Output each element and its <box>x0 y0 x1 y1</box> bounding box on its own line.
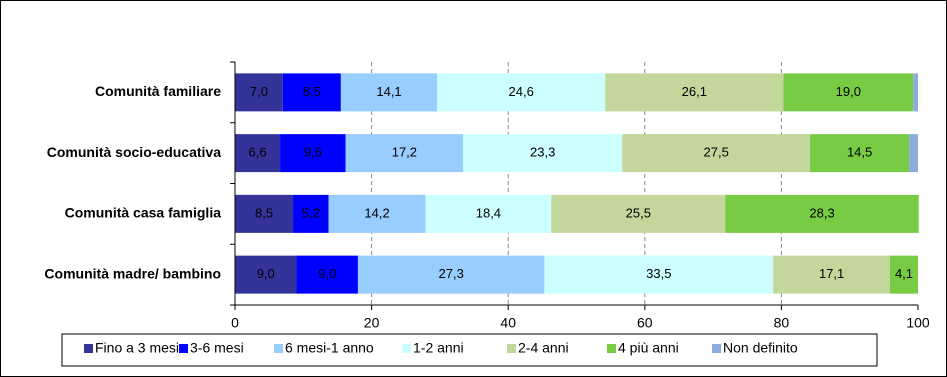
legend-swatch <box>607 344 616 353</box>
bar-segment <box>605 73 784 112</box>
value-label: 9,0 <box>257 266 275 281</box>
bar-segment <box>725 194 919 233</box>
bar-segment <box>551 194 726 233</box>
bar-segment <box>340 73 438 112</box>
value-label: 25,5 <box>626 205 651 220</box>
x-tick-label: 0 <box>231 315 239 331</box>
x-tick-label: 40 <box>500 315 516 331</box>
bar-segment <box>909 134 918 173</box>
bar-segment <box>282 73 341 112</box>
value-label: 7,0 <box>250 84 268 99</box>
legend-label: Non definito <box>723 340 798 356</box>
bar-segment <box>773 255 890 294</box>
value-label: 18,4 <box>476 205 501 220</box>
bar-segment <box>235 134 281 173</box>
value-label: 4,1 <box>895 266 913 281</box>
legend-label: Fino a 3 mesi <box>95 340 179 356</box>
legend-swatch <box>274 344 283 353</box>
bar-segment <box>437 73 606 112</box>
value-label: 24,6 <box>509 84 534 99</box>
value-label: 28,3 <box>809 205 834 220</box>
bar-segment <box>425 194 552 233</box>
legend-swatch <box>84 344 93 353</box>
value-label: 9,6 <box>304 145 322 160</box>
bar-segment <box>810 134 910 173</box>
legend-label: 1-2 anni <box>413 340 464 356</box>
bar-segment <box>280 134 346 173</box>
legend-swatch <box>179 344 188 353</box>
legend-label: 3-6 mesi <box>190 340 244 356</box>
value-label: 14,2 <box>364 205 389 220</box>
bar-segment <box>235 73 283 112</box>
bar-segment <box>783 73 914 112</box>
x-tick-label: 20 <box>364 315 380 331</box>
bar-segment <box>235 255 297 294</box>
value-label: 27,5 <box>704 145 729 160</box>
legend-label: 2-4 anni <box>518 340 569 356</box>
value-label: 8,5 <box>255 205 273 220</box>
bar-segment <box>357 255 545 294</box>
bar-segment <box>328 194 426 233</box>
category-label: Comunità madre/ bambino <box>44 265 221 281</box>
category-label: Comunità socio-educativa <box>47 144 221 160</box>
bar-segment <box>235 194 294 233</box>
value-label: 14,5 <box>847 145 872 160</box>
legend-swatch <box>402 344 411 353</box>
legend-label: 4 più anni <box>618 340 679 356</box>
value-label: 14,1 <box>376 84 401 99</box>
value-label: 33,5 <box>646 266 671 281</box>
value-label: 9,0 <box>318 266 336 281</box>
bar-segment <box>889 255 918 294</box>
legend-swatch <box>712 344 721 353</box>
x-tick-label: 100 <box>906 315 930 331</box>
x-tick-label: 60 <box>637 315 653 331</box>
bar-segment <box>293 194 329 233</box>
value-label: 8,5 <box>303 84 321 99</box>
bar-segment <box>463 134 623 173</box>
value-label: 17,1 <box>819 266 844 281</box>
x-tick-label: 80 <box>774 315 790 331</box>
legend-swatch <box>507 344 516 353</box>
value-label: 26,1 <box>682 84 707 99</box>
value-label: 5,2 <box>302 205 320 220</box>
value-label: 27,3 <box>439 266 464 281</box>
legend-label: 6 mesi-1 anno <box>285 340 374 356</box>
bar-segment <box>544 255 774 294</box>
value-label: 6,6 <box>248 145 266 160</box>
bar-segment <box>913 73 918 112</box>
bar-segment <box>296 255 358 294</box>
legend-box <box>61 333 878 367</box>
bar-segment <box>622 134 811 173</box>
bar-segment <box>345 134 464 173</box>
value-label: 23,3 <box>530 145 555 160</box>
category-label: Comunità familiare <box>95 83 221 99</box>
category-label: Comunità casa famiglia <box>65 205 222 221</box>
value-label: 17,2 <box>392 145 417 160</box>
value-label: 19,0 <box>836 84 861 99</box>
